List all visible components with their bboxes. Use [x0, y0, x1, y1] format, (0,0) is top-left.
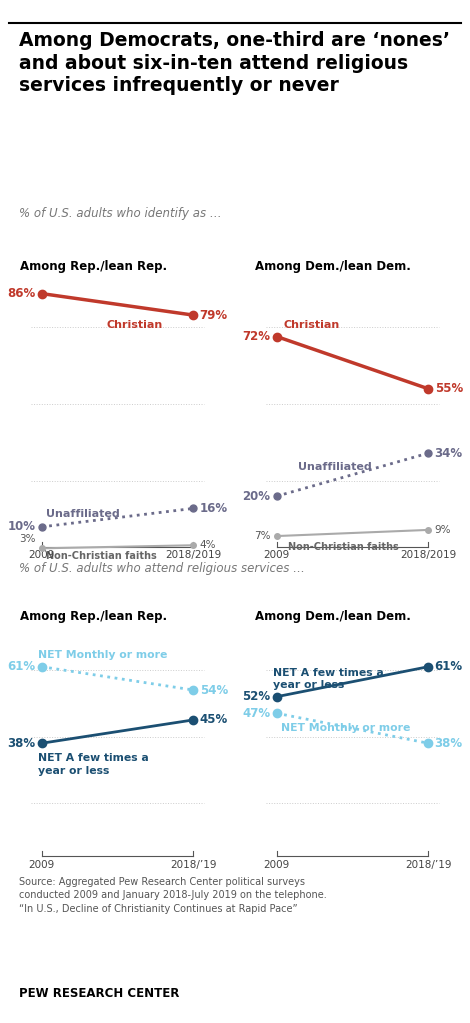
- Text: 2018/2019: 2018/2019: [400, 550, 456, 560]
- Text: 86%: 86%: [7, 287, 35, 300]
- Text: 2009: 2009: [29, 550, 55, 560]
- Text: 10%: 10%: [8, 521, 35, 533]
- Text: 61%: 61%: [7, 660, 35, 673]
- Text: 79%: 79%: [200, 309, 228, 321]
- Text: PEW RESEARCH CENTER: PEW RESEARCH CENTER: [19, 987, 179, 1000]
- Text: NET Monthly or more: NET Monthly or more: [38, 650, 167, 660]
- Text: Among Rep./lean Rep.: Among Rep./lean Rep.: [20, 260, 167, 273]
- Text: Christian: Christian: [107, 319, 163, 329]
- Text: Among Rep./lean Rep.: Among Rep./lean Rep.: [20, 610, 167, 623]
- Text: 61%: 61%: [435, 660, 463, 673]
- Text: Unaffiliated: Unaffiliated: [298, 462, 372, 473]
- Text: Unaffiliated: Unaffiliated: [46, 509, 120, 519]
- Text: 16%: 16%: [200, 502, 228, 515]
- Text: NET A few times a
year or less: NET A few times a year or less: [273, 668, 383, 691]
- Text: Source: Aggregated Pew Research Center political surveys
conducted 2009 and Janu: Source: Aggregated Pew Research Center p…: [19, 877, 327, 914]
- Text: NET A few times a
year or less: NET A few times a year or less: [38, 753, 148, 775]
- Text: 3%: 3%: [19, 534, 35, 544]
- Text: 72%: 72%: [243, 330, 270, 343]
- Text: 54%: 54%: [200, 683, 228, 697]
- Text: 2018/’19: 2018/’19: [170, 859, 216, 870]
- Text: 38%: 38%: [7, 737, 35, 750]
- Text: 2009: 2009: [264, 859, 290, 870]
- Text: 7%: 7%: [254, 531, 270, 541]
- Text: 45%: 45%: [200, 713, 228, 726]
- Text: Non-Christian faiths: Non-Christian faiths: [46, 551, 157, 562]
- Text: 2018/’19: 2018/’19: [405, 859, 451, 870]
- Text: Christian: Christian: [283, 320, 339, 330]
- Text: % of U.S. adults who identify as …: % of U.S. adults who identify as …: [19, 207, 221, 220]
- Text: 34%: 34%: [435, 447, 463, 459]
- Text: 47%: 47%: [242, 707, 270, 720]
- Text: % of U.S. adults who attend religious services …: % of U.S. adults who attend religious se…: [19, 562, 305, 575]
- Text: 4%: 4%: [200, 540, 216, 550]
- Text: 2018/2019: 2018/2019: [165, 550, 221, 560]
- Text: 9%: 9%: [435, 525, 451, 535]
- Text: 52%: 52%: [242, 691, 270, 703]
- Text: 38%: 38%: [435, 737, 463, 750]
- Text: 20%: 20%: [243, 490, 270, 502]
- Text: Non-Christian faiths: Non-Christian faiths: [288, 542, 399, 552]
- Text: Among Dem./lean Dem.: Among Dem./lean Dem.: [255, 610, 411, 623]
- Text: Among Democrats, one-third are ‘nones’
and about six-in-ten attend religious
ser: Among Democrats, one-third are ‘nones’ a…: [19, 31, 450, 95]
- Text: 2009: 2009: [29, 859, 55, 870]
- Text: 2009: 2009: [264, 550, 290, 560]
- Text: NET Monthly or more: NET Monthly or more: [281, 723, 410, 733]
- Text: Among Dem./lean Dem.: Among Dem./lean Dem.: [255, 260, 411, 273]
- Text: 55%: 55%: [435, 383, 463, 395]
